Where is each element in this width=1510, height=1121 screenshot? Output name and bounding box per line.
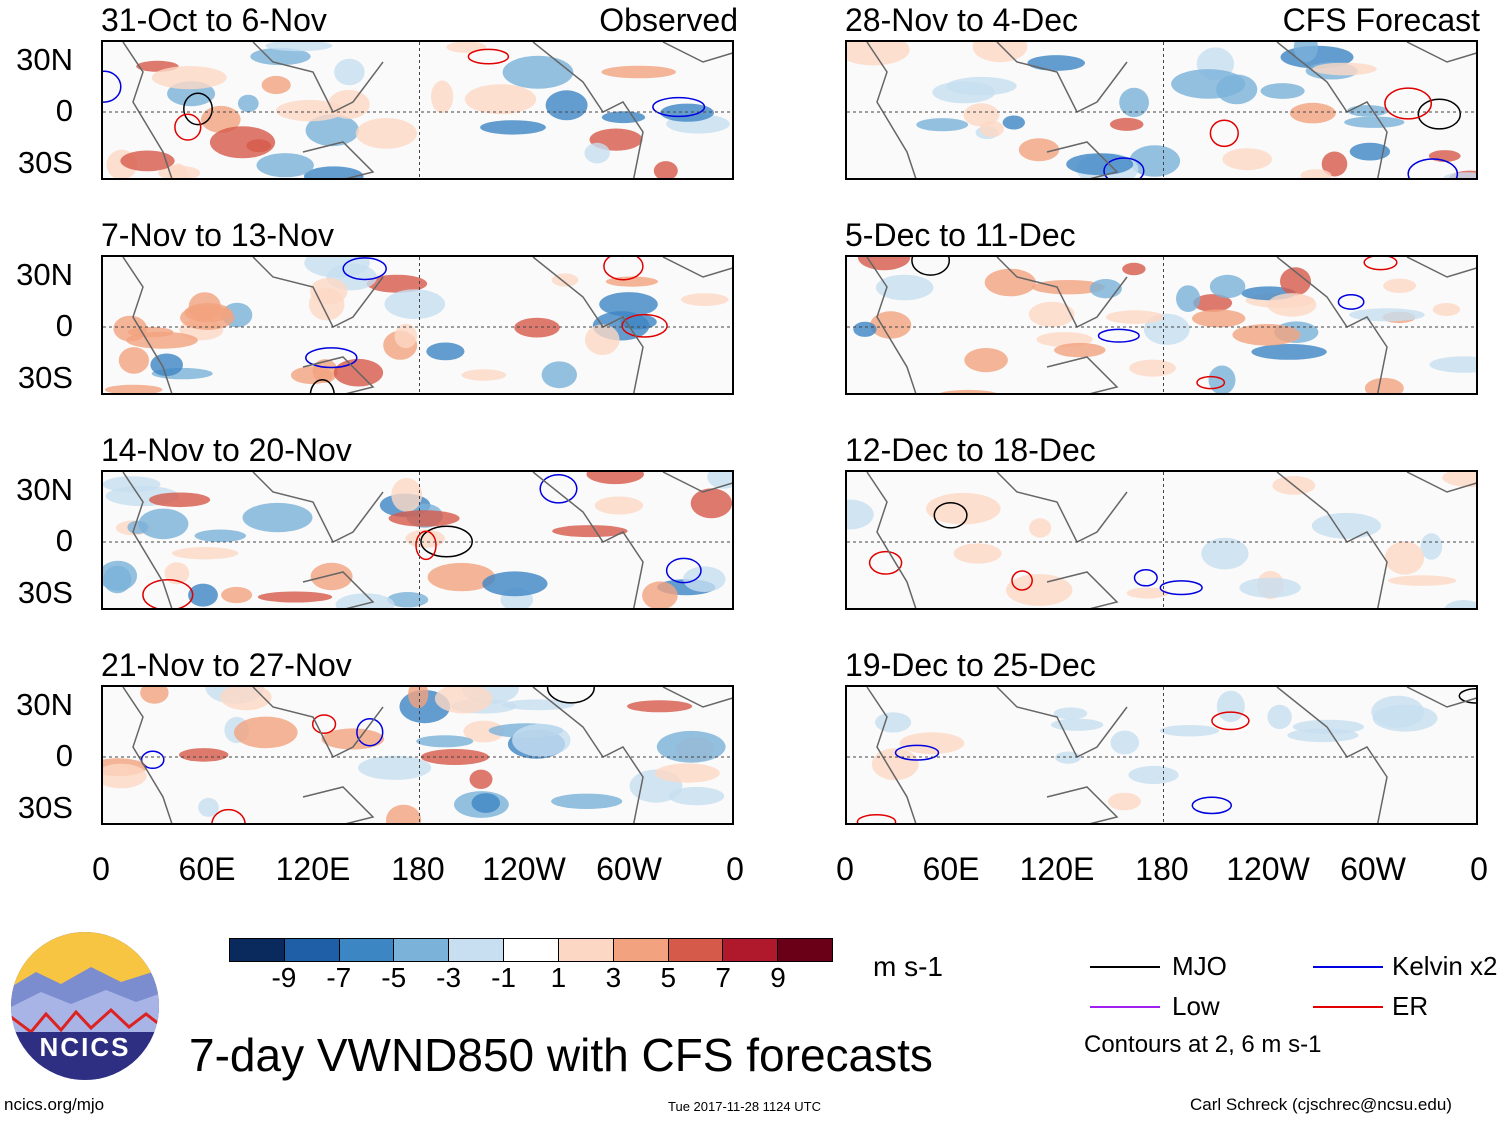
lon-label-left-0: 0 [92, 851, 110, 887]
colorbar-label: -5 [381, 962, 407, 993]
legend-label-kelvin: Kelvin x2 [1392, 951, 1498, 981]
observed-map-1 [101, 40, 734, 180]
lat-label-30s-row1: 30S [17, 145, 73, 180]
lon-label-left-120w: 120W [482, 851, 566, 887]
observed-map-4 [101, 685, 734, 825]
forecast-panel-4-title: 19-Dec to 25-Dec [845, 647, 1096, 683]
lat-label-0-row4: 0 [55, 738, 73, 773]
map-field [847, 42, 1476, 178]
colorbar-label: -3 [436, 962, 462, 993]
ncics-logo: NCICS [11, 932, 159, 1080]
lat-label-30s-row2: 30S [17, 360, 73, 395]
lat-label-0-row2: 0 [55, 308, 73, 343]
lon-label-right-120w: 120W [1226, 851, 1310, 887]
colorbar-swatch [449, 939, 505, 961]
figure-title: 7-day VWND850 with CFS forecasts [189, 1029, 933, 1081]
lon-label-left-120e: 120E [275, 851, 351, 887]
colorbar-swatch [284, 939, 340, 961]
forecast-column-label: CFS Forecast [1282, 2, 1480, 38]
colorbar-swatch [394, 939, 450, 961]
forecast-panel-3-title: 12-Dec to 18-Dec [845, 432, 1096, 468]
colorbar-label: 1 [550, 962, 567, 993]
forecast-panel-1-title: 28-Nov to 4-Dec [845, 2, 1078, 38]
forecast-map-4 [845, 685, 1478, 825]
map-field [847, 687, 1476, 823]
observed-panel-4-title: 21-Nov to 27-Nov [101, 647, 352, 683]
colorbar-label: -1 [491, 962, 516, 993]
map-field [847, 472, 1476, 608]
footer-author: Carl Schreck (cjschrec@ncsu.edu) [1190, 1095, 1452, 1114]
logo-text: NCICS [39, 1032, 131, 1062]
lon-label-left-60w: 60W [596, 851, 662, 887]
lat-label-30n-row4: 30N [16, 687, 73, 722]
legend-line-kelvin [1313, 966, 1383, 968]
colorbar-swatch [613, 939, 669, 961]
lat-label-30s-row3: 30S [17, 575, 73, 610]
colorbar-label: -9 [271, 962, 297, 993]
colorbar-swatch [668, 939, 724, 961]
map-field [103, 42, 732, 178]
colorbar-swatch [778, 939, 832, 961]
legend-line-er [1313, 1006, 1383, 1008]
colorbar-swatch [230, 939, 285, 961]
legend-note: Contours at 2, 6 m s-1 [1084, 1031, 1322, 1058]
lat-label-0-row3: 0 [55, 523, 73, 558]
observed-panel-3-title: 14-Nov to 20-Nov [101, 432, 352, 468]
map-field [103, 257, 732, 393]
observed-panel-1-title: 31-Oct to 6-Nov [101, 2, 327, 38]
colorbar-units: m s-1 [873, 951, 943, 982]
map-field [103, 687, 732, 823]
footer-url[interactable]: ncics.org/mjo [4, 1095, 105, 1114]
lat-label-30n-row1: 30N [16, 42, 73, 77]
legend-label-er: ER [1392, 991, 1429, 1021]
colorbar-label: -7 [326, 962, 352, 993]
colorbar-label: 3 [605, 962, 622, 993]
lon-label-right-180: 180 [1135, 851, 1189, 887]
ncics-logo-graphic [11, 932, 159, 1080]
forecast-map-2 [845, 255, 1478, 395]
colorbar-swatch [339, 939, 395, 961]
observed-map-2 [101, 255, 734, 395]
colorbar-swatch [504, 939, 559, 961]
map-field [847, 257, 1476, 393]
lon-label-right-120e: 120E [1019, 851, 1095, 887]
forecast-map-3 [845, 470, 1478, 610]
observed-panel-2-title: 7-Nov to 13-Nov [101, 217, 334, 253]
lat-label-30s-row4: 30S [17, 790, 73, 825]
colorbar-swatch [723, 939, 779, 961]
colorbar-label: 5 [660, 962, 677, 993]
legend-line-mjo [1090, 966, 1160, 968]
forecast-map-1 [845, 40, 1478, 180]
lon-label-left-60e: 60E [178, 851, 236, 887]
colorbar-label: 7 [715, 962, 731, 993]
observed-column-label: Observed [599, 2, 738, 38]
legend-label-mjo: MJO [1172, 951, 1227, 981]
map-field [103, 472, 732, 608]
lat-label-30n-row2: 30N [16, 257, 73, 292]
legend-line-low [1090, 1006, 1160, 1008]
lon-label-right-60e: 60E [922, 851, 980, 887]
lon-label-right-0-end: 0 [1470, 851, 1488, 887]
forecast-panel-2-title: 5-Dec to 11-Dec [845, 217, 1076, 253]
lat-label-0-row1: 0 [55, 93, 73, 128]
lon-label-left-180: 180 [391, 851, 445, 887]
observed-map-3 [101, 470, 734, 610]
colorbar [229, 938, 833, 962]
colorbar-swatch [558, 939, 614, 961]
lon-label-right-60w: 60W [1340, 851, 1406, 887]
legend-label-low: Low [1172, 991, 1220, 1021]
lon-label-right-0: 0 [836, 851, 854, 887]
lon-label-left-0-end: 0 [726, 851, 744, 887]
footer-timestamp: Tue 2017-11-28 1124 UTC [668, 1099, 821, 1114]
colorbar-label: 9 [770, 962, 786, 993]
lat-label-30n-row3: 30N [16, 472, 73, 507]
